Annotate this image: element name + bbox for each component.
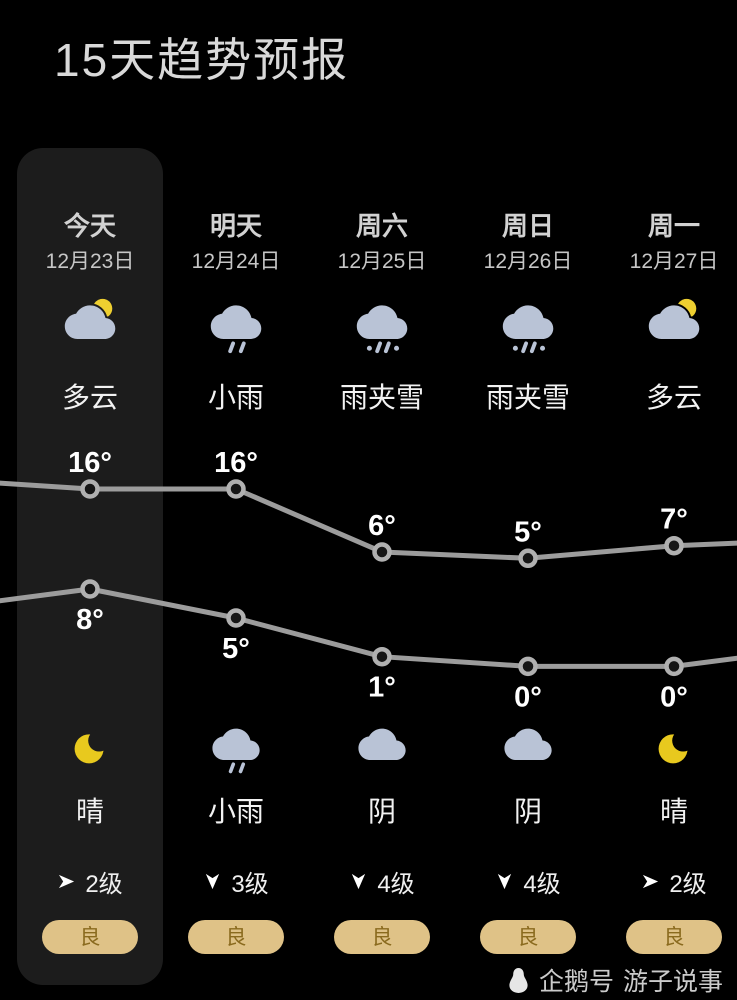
cloud-sun-icon — [17, 294, 163, 356]
down-arrow-icon — [495, 872, 514, 891]
down-arrow-icon — [203, 872, 222, 891]
day-date: 12月27日 — [629, 250, 719, 273]
day-column[interactable]: 今天 12月23日 多云 晴 2级 良 — [17, 148, 163, 985]
cloud-icon — [309, 718, 455, 776]
night-condition: 晴 — [659, 796, 688, 827]
forecast-columns: 今天 12月23日 多云 晴 2级 良 明天 12月24日 小雨 小雨 3级 良… — [17, 148, 737, 985]
day-date: 12月23日 — [45, 250, 135, 273]
down-arrow-icon — [349, 872, 368, 891]
wind-row: 4级 — [309, 864, 455, 899]
wind-level: 3级 — [231, 871, 269, 898]
night-condition: 阴 — [513, 796, 542, 827]
cloud-sun-icon — [601, 294, 737, 356]
day-name: 明天 — [209, 211, 262, 241]
aqi-badge: 良 — [334, 920, 430, 954]
day-condition: 小雨 — [207, 382, 264, 413]
night-condition: 晴 — [75, 796, 104, 827]
rain-icon — [163, 294, 309, 356]
day-name: 周一 — [647, 211, 700, 241]
wind-row: 3级 — [163, 864, 309, 899]
day-column[interactable]: 明天 12月24日 小雨 小雨 3级 良 — [163, 148, 309, 985]
night-condition: 阴 — [367, 796, 396, 827]
moon-icon — [17, 718, 163, 776]
watermark-platform: 企鹅号 — [538, 968, 614, 996]
watermark: 企鹅号 游子说事 — [507, 962, 723, 998]
wind-level: 2级 — [85, 871, 123, 898]
aqi-badge: 良 — [42, 920, 138, 954]
day-name: 周日 — [501, 211, 554, 241]
aqi-badge: 良 — [188, 920, 284, 954]
day-condition: 多云 — [61, 382, 118, 413]
wind-row: 2级 — [601, 864, 737, 899]
penguin-icon — [507, 967, 530, 994]
wind-row: 2级 — [17, 864, 163, 899]
day-condition: 雨夹雪 — [339, 382, 424, 413]
aqi-badge: 良 — [480, 920, 576, 954]
day-date: 12月25日 — [337, 250, 427, 273]
wind-level: 4级 — [523, 871, 561, 898]
wind-row: 4级 — [455, 864, 601, 899]
moon-icon — [601, 718, 737, 776]
wind-level: 2级 — [669, 871, 707, 898]
rain-icon — [163, 718, 309, 776]
day-column[interactable]: 周六 12月25日 雨夹雪 阴 4级 良 — [309, 148, 455, 985]
day-name: 周六 — [355, 211, 408, 241]
cloud-icon — [455, 718, 601, 776]
watermark-account: 游子说事 — [622, 968, 723, 996]
day-date: 12月24日 — [191, 250, 281, 273]
page-title: 15天趋势预报 — [54, 34, 350, 86]
day-date: 12月26日 — [483, 250, 573, 273]
sleet-icon — [455, 294, 601, 356]
day-name: 今天 — [63, 211, 116, 241]
wind-level: 4级 — [377, 871, 415, 898]
day-column[interactable]: 周一 12月27日 多云 晴 2级 良 — [601, 148, 737, 985]
night-condition: 小雨 — [207, 796, 264, 827]
right-arrow-icon — [641, 872, 660, 891]
aqi-badge: 良 — [626, 920, 722, 954]
sleet-icon — [309, 294, 455, 356]
day-condition: 雨夹雪 — [485, 382, 570, 413]
day-condition: 多云 — [645, 382, 702, 413]
day-column[interactable]: 周日 12月26日 雨夹雪 阴 4级 良 — [455, 148, 601, 985]
right-arrow-icon — [57, 872, 76, 891]
